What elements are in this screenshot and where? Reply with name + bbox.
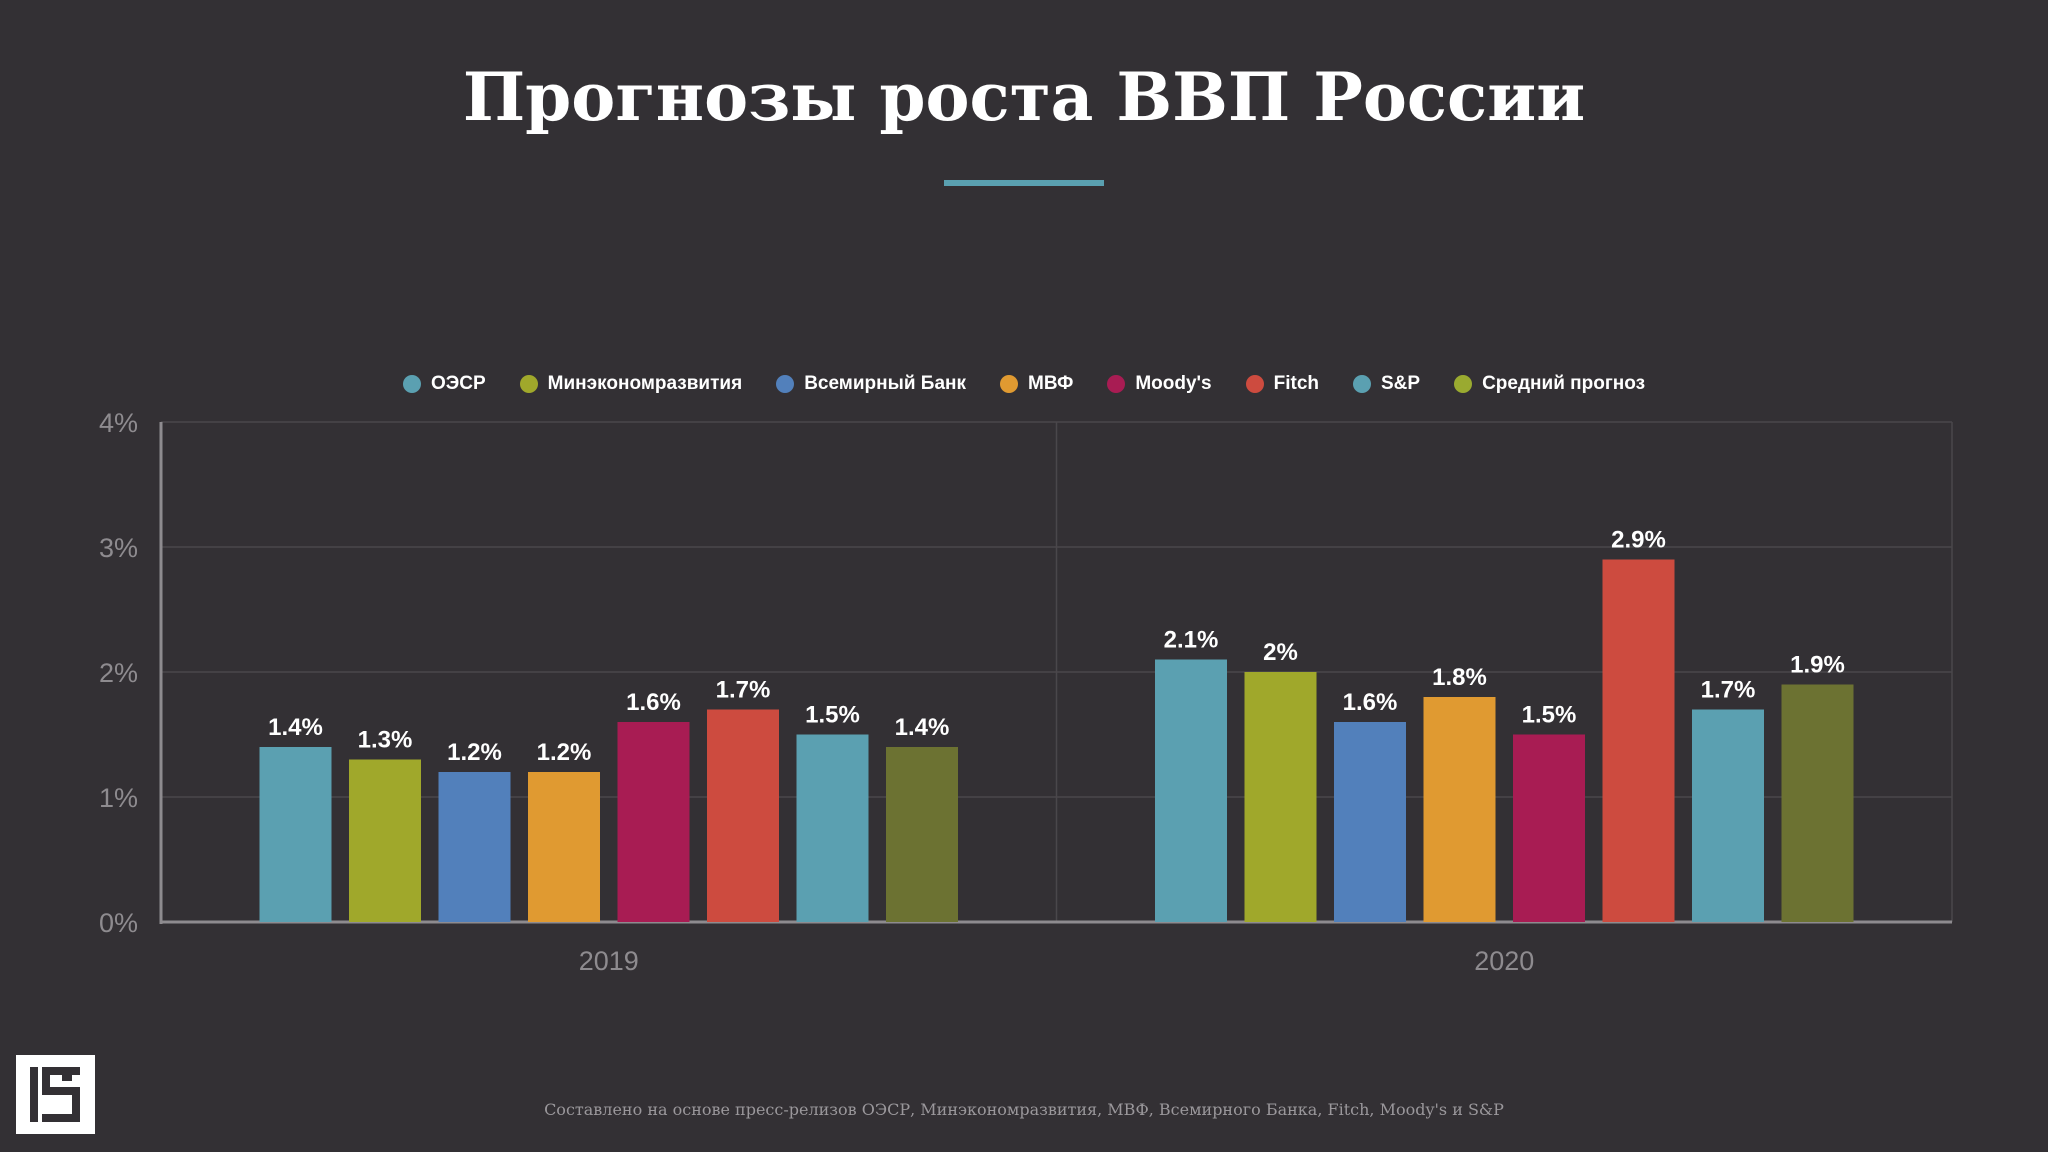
legend-swatch (776, 375, 795, 393)
x-tick-label: 2020 (1474, 946, 1534, 976)
legend-item[interactable]: ОЭСР (402, 373, 486, 395)
legend-item[interactable]: Всемирный Банк (776, 373, 966, 395)
bar (438, 772, 511, 922)
logo (16, 1055, 95, 1134)
title-underline (944, 180, 1104, 186)
bar (617, 722, 690, 922)
legend-label: Средний прогноз (1482, 373, 1646, 394)
legend-item[interactable]: Moody's (1107, 373, 1212, 395)
legend-swatch (1353, 375, 1371, 393)
legend-swatch (1107, 375, 1126, 393)
bar (1513, 734, 1585, 922)
legend: ОЭСР Минэкономразвития Всемирный Банк МВФ Mo… (0, 373, 2048, 395)
y-tick-label: 1% (99, 783, 138, 813)
bar (1602, 559, 1675, 922)
data-label: 1.6% (626, 689, 681, 716)
legend-swatch (519, 375, 538, 393)
legend-label: Fitch (1273, 373, 1319, 394)
bar (259, 747, 332, 922)
data-label: 1.4% (268, 714, 323, 741)
bar (1334, 722, 1406, 922)
legend-swatch (1245, 375, 1264, 393)
y-tick-label: 4% (99, 408, 138, 438)
legend-swatch (402, 375, 421, 393)
data-label: 1.6% (1343, 689, 1398, 716)
data-label: 1.7% (716, 677, 771, 704)
data-label: 2% (1263, 639, 1298, 666)
bar (886, 747, 958, 922)
data-label: 1.9% (1790, 652, 1845, 679)
legend-item[interactable]: S&P (1353, 373, 1420, 395)
data-label: 1.8% (1432, 664, 1487, 691)
bar (1692, 709, 1764, 922)
bar (707, 709, 779, 922)
data-label: 1.2% (537, 739, 592, 766)
bar (1423, 697, 1496, 922)
legend-swatch (1454, 375, 1473, 393)
y-tick-label: 2% (99, 658, 138, 688)
legend-label: Moody's (1135, 373, 1212, 394)
bar (796, 734, 869, 922)
legend-item[interactable]: Fitch (1245, 373, 1319, 395)
x-tick-label: 2019 (579, 946, 639, 976)
bar (528, 772, 600, 922)
legend-label: Минэкономразвития (547, 373, 743, 394)
bar (1155, 659, 1227, 922)
source-footnote: Составлено на основе пресс-релизов ОЭСР,… (544, 1100, 1504, 1119)
data-label: 1.4% (895, 714, 950, 741)
bar (1781, 684, 1854, 922)
legend-item[interactable]: МВФ (1000, 373, 1073, 395)
y-tick-label: 3% (99, 533, 138, 563)
bar (1244, 672, 1317, 922)
data-label: 2.1% (1164, 627, 1219, 654)
legend-item[interactable]: Средний прогноз (1454, 373, 1645, 395)
data-label: 2.9% (1611, 527, 1666, 554)
chart-title: Прогнозы роста ВВП России (462, 58, 1586, 136)
legend-label: Всемирный Банк (804, 373, 967, 394)
data-label: 1.3% (358, 727, 413, 754)
data-label: 1.5% (805, 702, 860, 729)
legend-label: ОЭСР (430, 373, 486, 394)
data-label: 1.5% (1522, 702, 1577, 729)
bar (349, 759, 421, 922)
legend-label: S&P (1381, 373, 1421, 394)
data-label: 1.2% (447, 739, 502, 766)
y-tick-label: 0% (99, 908, 138, 938)
legend-label: МВФ (1028, 373, 1074, 394)
data-label: 1.7% (1701, 677, 1756, 704)
legend-item[interactable]: Минэкономразвития (519, 373, 743, 395)
legend-swatch (1000, 375, 1019, 393)
